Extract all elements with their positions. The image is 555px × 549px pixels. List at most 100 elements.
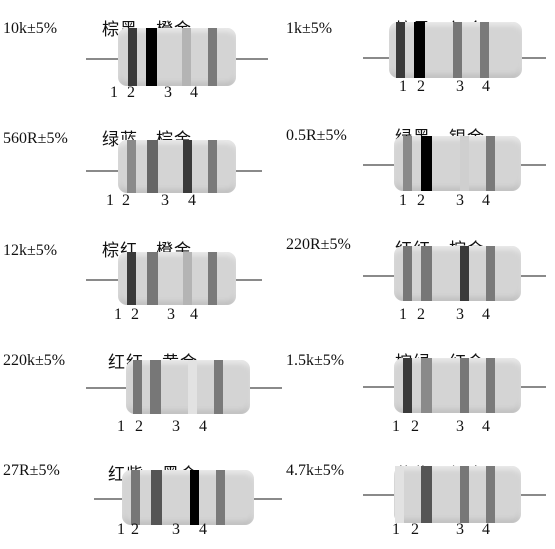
resistor-body — [394, 246, 521, 301]
band-number-4: 4 — [482, 78, 490, 95]
band-number-4: 4 — [482, 192, 490, 209]
band-number-3: 3 — [161, 192, 169, 209]
band-number-2: 2 — [122, 192, 130, 209]
resistance-value-label: 1.5k±5% — [286, 352, 345, 369]
band-number-4: 4 — [190, 306, 198, 323]
band-number-3: 3 — [456, 521, 464, 538]
color-band-3 — [460, 466, 469, 523]
color-band-4 — [214, 360, 223, 414]
band-number-1: 1 — [392, 418, 400, 435]
band-number-1: 1 — [399, 78, 407, 95]
band-number-3: 3 — [456, 192, 464, 209]
band-number-1: 1 — [110, 84, 118, 101]
color-band-4 — [208, 28, 217, 86]
band-number-3: 3 — [456, 306, 464, 323]
band-number-1: 1 — [117, 521, 125, 538]
band-number-4: 4 — [482, 306, 490, 323]
band-number-4: 4 — [190, 84, 198, 101]
band-number-2: 2 — [127, 84, 135, 101]
color-band-1 — [403, 358, 412, 413]
band-number-1: 1 — [106, 192, 114, 209]
band-number-2: 2 — [131, 306, 139, 323]
color-band-1 — [127, 252, 136, 305]
band-number-3: 3 — [164, 84, 172, 101]
band-number-4: 4 — [199, 418, 207, 435]
band-number-2: 2 — [417, 306, 425, 323]
band-number-1: 1 — [392, 521, 400, 538]
band-number-4: 4 — [482, 521, 490, 538]
resistor-body — [394, 358, 521, 413]
band-number-2: 2 — [411, 418, 419, 435]
color-band-4 — [486, 466, 495, 523]
color-band-3 — [183, 140, 192, 193]
color-band-3 — [182, 28, 191, 86]
band-number-4: 4 — [188, 192, 196, 209]
band-number-1: 1 — [114, 306, 122, 323]
band-number-4: 4 — [482, 418, 490, 435]
color-band-4 — [486, 136, 495, 191]
color-band-3 — [183, 252, 192, 305]
band-number-2: 2 — [411, 521, 419, 538]
color-band-1 — [395, 466, 404, 523]
color-band-2 — [421, 246, 432, 301]
color-band-4 — [480, 22, 489, 78]
color-band-4 — [486, 246, 495, 301]
resistance-value-label: 4.7k±5% — [286, 462, 345, 479]
color-band-1 — [403, 246, 412, 301]
color-band-2 — [421, 466, 432, 523]
color-band-1 — [133, 360, 142, 414]
color-band-1 — [127, 140, 136, 193]
resistor-body — [394, 136, 521, 191]
band-number-3: 3 — [172, 521, 180, 538]
resistor-body — [389, 22, 522, 78]
color-band-2 — [146, 28, 157, 86]
resistor-body — [122, 470, 254, 525]
color-band-3 — [460, 136, 469, 191]
band-number-3: 3 — [456, 418, 464, 435]
color-band-4 — [208, 252, 217, 305]
color-band-2 — [151, 470, 162, 525]
resistance-value-label: 1k±5% — [286, 20, 333, 37]
color-band-2 — [414, 22, 425, 78]
band-number-3: 3 — [456, 78, 464, 95]
color-band-3 — [460, 358, 469, 413]
color-band-4 — [486, 358, 495, 413]
color-band-4 — [208, 140, 217, 193]
resistance-value-label: 27R±5% — [3, 462, 60, 479]
resistance-value-label: 220k±5% — [3, 352, 66, 369]
band-number-1: 1 — [399, 192, 407, 209]
color-band-2 — [150, 360, 161, 414]
resistor-body — [118, 140, 236, 193]
resistor-body — [394, 466, 521, 523]
band-number-1: 1 — [117, 418, 125, 435]
color-band-2 — [147, 252, 158, 305]
color-band-3 — [453, 22, 462, 78]
color-band-1 — [396, 22, 405, 78]
color-band-1 — [403, 136, 412, 191]
color-band-3 — [460, 246, 469, 301]
band-number-3: 3 — [167, 306, 175, 323]
color-band-3 — [188, 360, 197, 414]
color-band-2 — [147, 140, 158, 193]
color-band-1 — [131, 470, 140, 525]
band-number-2: 2 — [417, 192, 425, 209]
resistance-value-label: 220R±5% — [286, 236, 351, 253]
color-band-2 — [421, 136, 432, 191]
color-band-2 — [421, 358, 432, 413]
band-number-4: 4 — [199, 521, 207, 538]
band-number-2: 2 — [417, 78, 425, 95]
band-number-2: 2 — [131, 521, 139, 538]
band-number-3: 3 — [172, 418, 180, 435]
resistance-value-label: 560R±5% — [3, 130, 68, 147]
resistor-body — [126, 360, 250, 414]
resistor-body — [118, 252, 236, 305]
band-number-2: 2 — [135, 418, 143, 435]
color-band-3 — [190, 470, 199, 525]
band-number-1: 1 — [399, 306, 407, 323]
color-band-4 — [216, 470, 225, 525]
resistance-value-label: 10k±5% — [3, 20, 58, 37]
resistance-value-label: 0.5R±5% — [286, 127, 347, 144]
color-band-1 — [128, 28, 137, 86]
resistance-value-label: 12k±5% — [3, 242, 58, 259]
